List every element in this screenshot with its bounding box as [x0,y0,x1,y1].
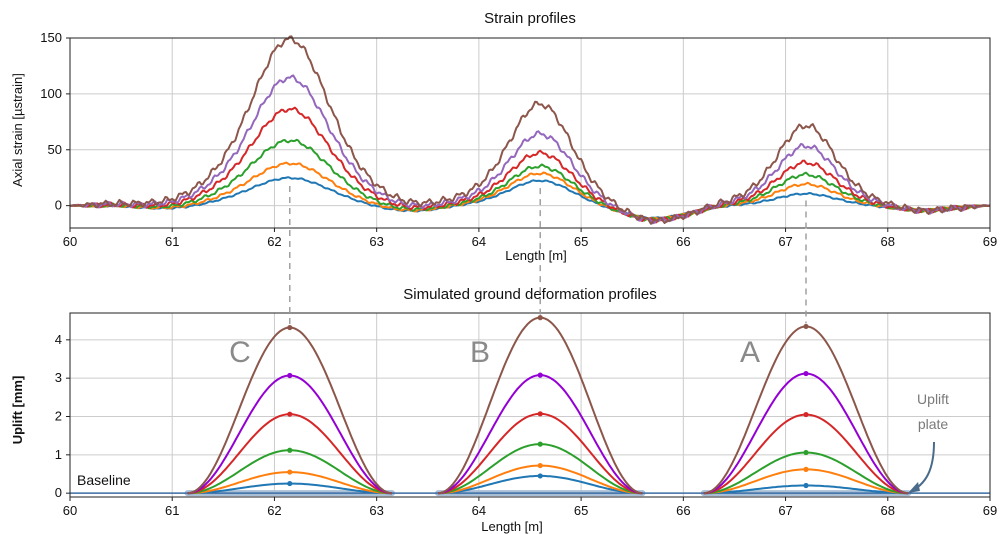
uplift-xlabel: Length [m] [481,519,542,534]
uplift-xtick-label: 69 [983,503,997,518]
uplift-plot-frame [69,312,991,498]
strain-ytick-label: 100 [40,86,62,101]
uplift-ticks: 60 61 62 63 64 65 66 67 68 69 0 1 2 3 4 [55,332,997,518]
strain-ticks: 60 61 62 63 64 65 66 67 68 69 0 50 100 150 [40,30,997,249]
strain-plot-area [70,38,990,228]
uplift-peak-point [287,469,293,475]
uplift-peak-point [803,466,809,472]
strain-xtick-label: 62 [267,234,281,249]
strain-xtick-label: 63 [369,234,383,249]
uplift-peak-point [287,324,293,331]
uplift-chart-title: Simulated ground deformation profiles [403,286,656,303]
uplift-xtick-label: 65 [574,503,588,518]
uplift-peak-point [537,441,543,447]
strain-series-line-3 [69,138,990,223]
strain-lines [69,35,991,225]
uplift-xtick-label: 67 [778,503,792,518]
uplift-ytick-label: 0 [55,485,62,500]
uplift-ylabel: Uplift [mm] [10,376,25,445]
bump-label-a: A [740,336,760,369]
strain-chart: Strain profiles 60 61 62 63 64 65 66 67 68 69 0 50 1… [10,10,997,263]
bump-label-c: C [229,336,251,369]
uplift-peak-point [537,411,543,417]
uplift-lines [70,315,990,495]
uplift-peak-point [287,480,293,487]
strain-xtick-label: 60 [63,234,77,249]
strain-plot-frame [69,37,991,229]
strain-xlabel: Length [m] [505,248,566,263]
strain-xtick-label: 61 [165,234,179,249]
strain-series-line-5 [69,74,991,225]
uplift-peak-point [537,462,543,469]
uplift-peak-point [803,370,809,377]
uplift-peak-point [803,449,809,456]
uplift-xtick-label: 63 [369,503,383,518]
strain-series-line-4 [69,106,991,224]
uplift-peak-point [803,323,809,330]
strain-xtick-label: 68 [881,234,895,249]
uplift-peak-point [803,411,809,418]
strain-series-line-1 [70,176,991,220]
strain-chart-title: Strain profiles [484,10,576,27]
uplift-peak-point [537,372,543,378]
strain-xtick-label: 69 [983,234,997,249]
strain-xtick-label: 67 [778,234,792,249]
uplift-peak-point [287,447,293,453]
strain-ytick-label: 0 [55,198,62,213]
uplift-ytick-label: 3 [55,370,62,385]
uplift-peak-point [803,482,809,489]
uplift-plate-label-line1: Uplift [917,391,949,407]
strain-ytick-label: 150 [40,30,62,45]
uplift-xtick-label: 62 [267,503,281,518]
baseline-label: Baseline [77,472,131,488]
uplift-plate-label-line2: plate [918,416,949,432]
bump-label-b: B [470,336,490,369]
uplift-peak-point [287,411,293,417]
strain-xtick-label: 64 [472,234,486,249]
uplift-ytick-label: 2 [55,409,62,424]
strain-series-line-6 [69,35,991,225]
uplift-xtick-label: 68 [881,503,895,518]
uplift-peak-point [537,473,543,479]
uplift-peak-point [287,372,293,379]
uplift-xtick-label: 64 [472,503,486,518]
strain-ylabel: Axial strain [µstrain] [10,73,25,187]
uplift-chart: Simulated ground deformation profiles 60… [10,286,997,534]
strain-ytick-label: 50 [48,142,62,157]
strain-xtick-label: 66 [676,234,690,249]
peak-connectors [289,185,807,325]
uplift-xtick-label: 61 [165,503,179,518]
uplift-plate-arrowhead [908,482,920,493]
strain-xtick-label: 65 [574,234,588,249]
uplift-xtick-label: 66 [676,503,690,518]
uplift-ytick-label: 4 [55,332,62,347]
uplift-peak-point [537,315,543,321]
uplift-xtick-label: 60 [63,503,77,518]
uplift-ytick-label: 1 [55,447,62,462]
strain-series-line-2 [69,161,991,221]
